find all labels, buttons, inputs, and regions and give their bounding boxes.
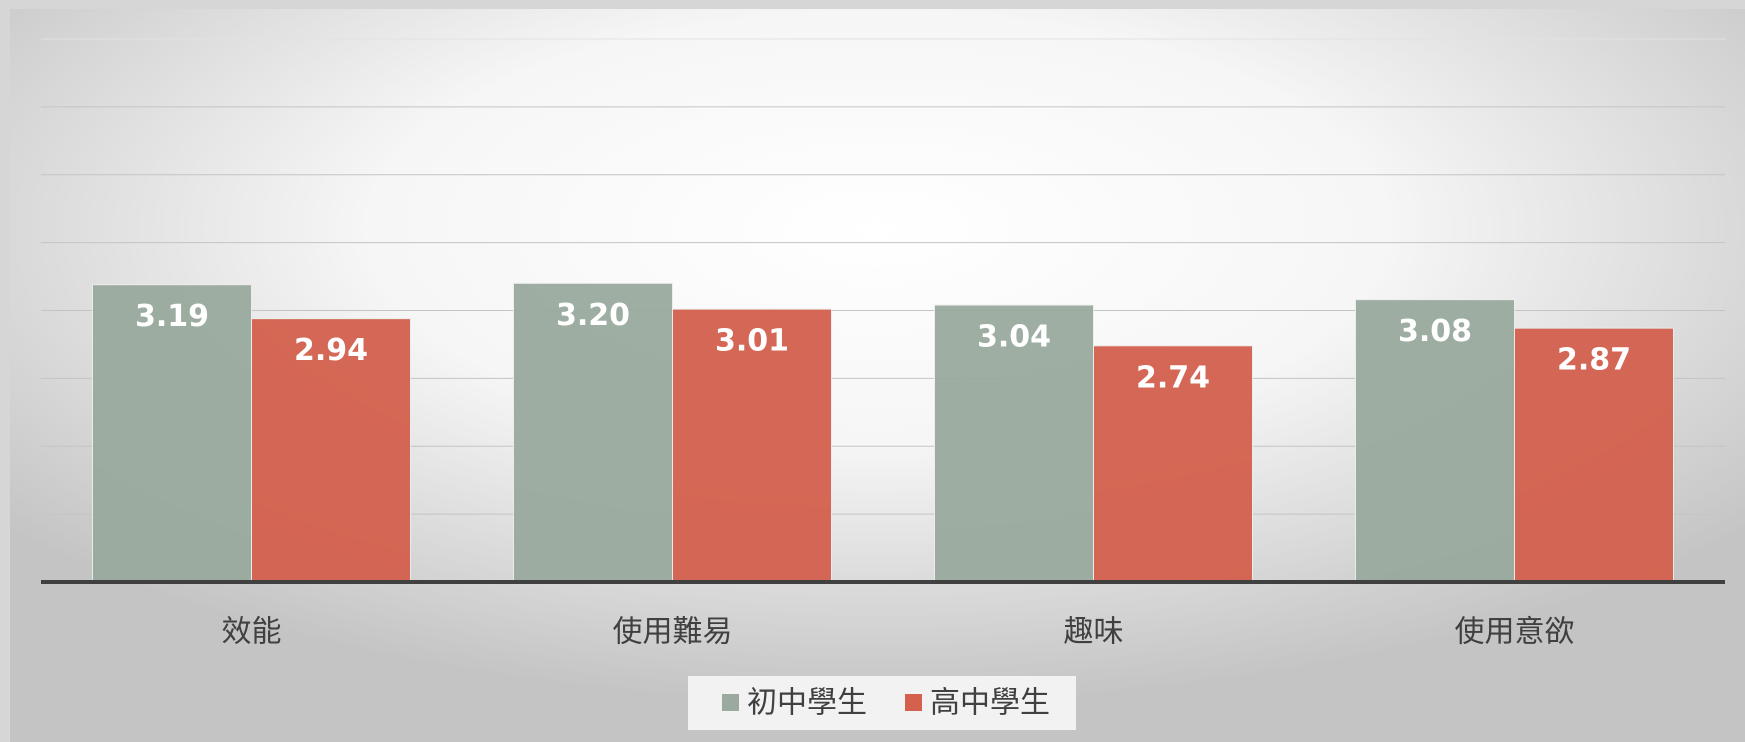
legend-background [688, 676, 1076, 730]
bar [672, 308, 832, 583]
bar [1355, 299, 1515, 583]
bar [1514, 327, 1674, 583]
data-label: 3.01 [715, 324, 789, 359]
legend-swatch [905, 694, 922, 711]
bar [1093, 345, 1253, 583]
bar [934, 304, 1094, 583]
legend-label: 高中學生 [930, 686, 1050, 721]
x-tick-label: 使用意欲 [1455, 615, 1575, 650]
plot-area: 效能 3.19 2.94 使用難易 3.20 3.01 趣味 3.04 2.74 使用意欲 3.08… [41, 38, 1725, 730]
legend: 初中學生 高中學生 [688, 676, 1076, 730]
data-label: 2.87 [1557, 343, 1631, 378]
bar [513, 282, 673, 583]
legend-label: 初中學生 [747, 686, 867, 721]
x-tick-label: 效能 [222, 615, 282, 650]
bar [251, 318, 411, 583]
data-label: 2.74 [1136, 360, 1210, 395]
data-label: 3.04 [977, 320, 1051, 355]
x-tick-label: 使用難易 [613, 615, 733, 650]
data-label: 3.20 [556, 298, 630, 333]
data-label: 3.08 [1398, 314, 1472, 349]
bar [92, 284, 252, 583]
legend-swatch [722, 694, 739, 711]
data-label: 3.19 [135, 299, 209, 334]
data-label: 2.94 [294, 333, 368, 368]
x-tick-label: 趣味 [1064, 615, 1124, 650]
